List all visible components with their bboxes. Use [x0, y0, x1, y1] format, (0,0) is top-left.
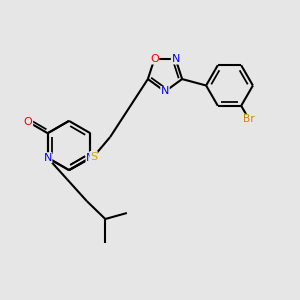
Text: Br: Br — [243, 114, 255, 124]
Text: O: O — [24, 117, 33, 127]
Text: N: N — [44, 153, 52, 163]
Text: N: N — [161, 86, 169, 97]
Text: N: N — [86, 153, 94, 163]
Text: O: O — [150, 54, 159, 64]
Text: S: S — [90, 152, 97, 162]
Text: N: N — [171, 54, 180, 64]
